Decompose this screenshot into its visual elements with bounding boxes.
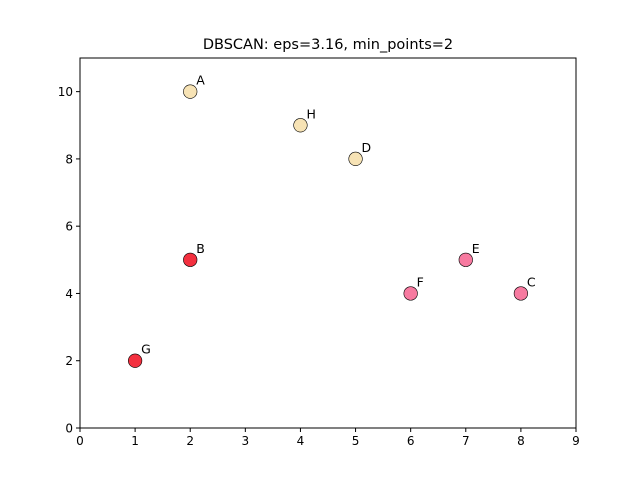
point-label-a: A xyxy=(196,73,205,88)
data-point-g xyxy=(128,353,143,368)
y-tick-label: 10 xyxy=(58,85,73,99)
y-tick-label: 6 xyxy=(65,220,73,234)
x-tick-label: 9 xyxy=(572,434,580,448)
x-tick-label: 3 xyxy=(242,434,250,448)
data-point-c xyxy=(513,286,528,301)
data-point-e xyxy=(458,252,473,267)
y-tick-label: 8 xyxy=(65,152,73,166)
point-label-b: B xyxy=(196,241,205,256)
plot-area xyxy=(79,57,577,429)
x-tick-label: 2 xyxy=(186,434,194,448)
x-tick-label: 7 xyxy=(462,434,470,448)
x-tick-label: 8 xyxy=(517,434,525,448)
point-label-g: G xyxy=(141,342,151,357)
x-axis: 0 1 2 3 4 5 6 7 8 9 xyxy=(76,428,580,448)
y-tick-label: 2 xyxy=(65,354,73,368)
data-point-a xyxy=(183,84,198,99)
data-point-h xyxy=(293,118,308,133)
chart-title: DBSCAN: eps=3.16, min_points=2 xyxy=(203,37,453,53)
y-axis: 0 2 4 6 8 10 xyxy=(58,85,80,436)
data-point-d xyxy=(348,151,363,167)
data-points: A H D B G E F C xyxy=(128,73,536,368)
x-tick-label: 4 xyxy=(297,434,305,448)
data-point-b xyxy=(183,252,198,267)
point-label-f: F xyxy=(417,274,424,289)
point-label-e: E xyxy=(472,241,480,256)
x-tick-label: 0 xyxy=(76,434,84,448)
point-label-c: C xyxy=(527,274,536,289)
data-point-f xyxy=(403,286,418,301)
x-tick-label: 5 xyxy=(352,434,360,448)
point-label-d: D xyxy=(362,140,372,155)
x-tick-label: 6 xyxy=(407,434,415,448)
y-tick-label: 4 xyxy=(65,287,73,301)
y-tick-label: 0 xyxy=(65,422,73,436)
x-tick-label: 1 xyxy=(131,434,139,448)
point-label-h: H xyxy=(306,106,315,121)
